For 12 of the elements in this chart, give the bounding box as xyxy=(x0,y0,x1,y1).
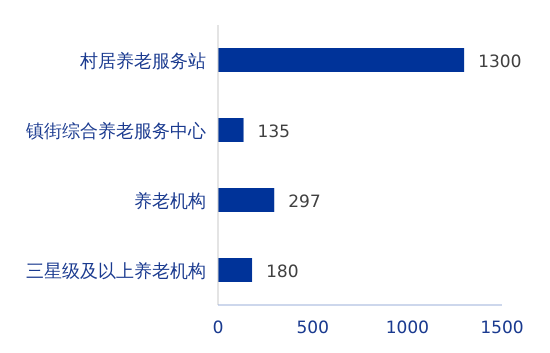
data-label: 1300 xyxy=(478,52,522,72)
y-tick-label: 村居养老服务站 xyxy=(79,51,206,72)
x-tick-label: 500 xyxy=(296,318,329,338)
y-tick-label: 镇街综合养老服务中心 xyxy=(25,121,206,142)
y-tick-label: 三星级及以上养老机构 xyxy=(26,261,206,282)
data-label: 180 xyxy=(266,262,299,282)
x-tick-label: 0 xyxy=(212,318,224,338)
y-tick-label: 养老机构 xyxy=(134,191,206,212)
data-label: 135 xyxy=(258,122,290,142)
x-tick-label: 1500 xyxy=(480,318,524,338)
x-tick-label: 1000 xyxy=(386,318,429,338)
data-label: 297 xyxy=(288,192,321,212)
